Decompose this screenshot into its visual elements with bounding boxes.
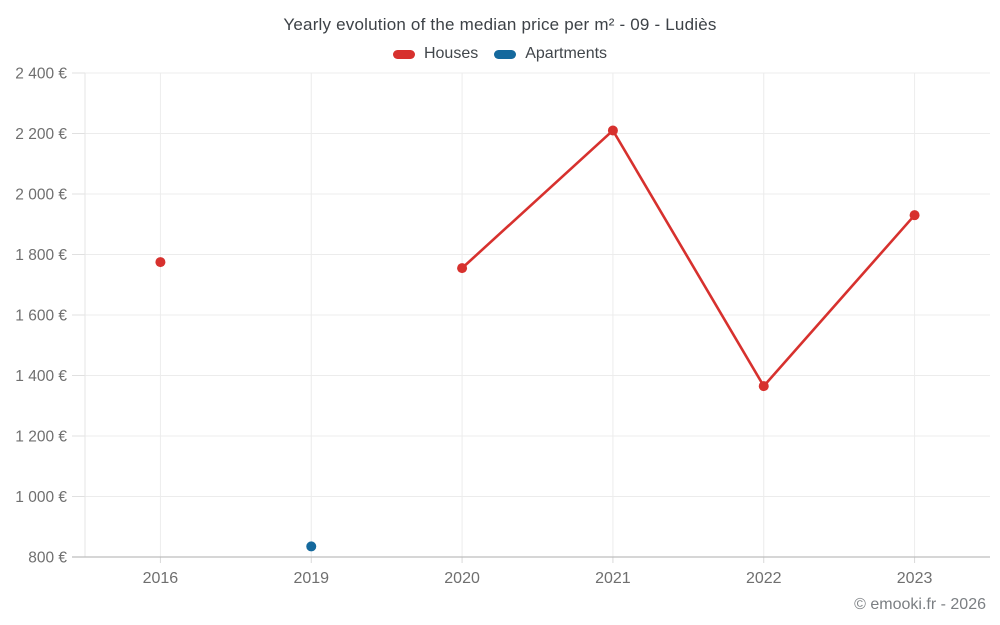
series-line-houses (460, 129, 916, 388)
legend-label: Apartments (525, 45, 608, 62)
chart-legend: Houses Apartments (0, 45, 1000, 63)
y-axis-label: 1 400 € (15, 368, 67, 385)
legend-item-apartments[interactable]: Apartments (494, 45, 607, 63)
x-axis-label: 2021 (595, 570, 631, 587)
y-axis-label: 1 200 € (15, 429, 67, 446)
y-axis-label: 1 800 € (15, 247, 67, 264)
y-axis-label: 1 000 € (15, 489, 67, 506)
data-point-apartments-2019[interactable] (306, 541, 317, 552)
x-axis-label: 2020 (444, 570, 480, 587)
y-axis-label: 2 000 € (15, 187, 67, 204)
legend-label: Houses (423, 45, 479, 62)
footer-credit: © emooki.fr - 2026 (854, 596, 986, 613)
data-point-houses-2022[interactable] (758, 381, 769, 392)
data-point-houses-2020[interactable] (457, 263, 468, 274)
x-axis-label: 2016 (143, 570, 179, 587)
x-axis-label: 2019 (293, 570, 329, 587)
x-axis-label: 2022 (746, 570, 782, 587)
legend-item-houses[interactable]: Houses (392, 45, 479, 63)
y-axis-label: 800 € (28, 550, 67, 567)
chart-title: Yearly evolution of the median price per… (283, 15, 717, 34)
y-axis-label: 1 600 € (15, 308, 67, 325)
data-point-houses-2016[interactable] (155, 257, 166, 268)
y-axis-label: 2 200 € (15, 126, 67, 143)
x-axis-label: 2023 (897, 570, 933, 587)
legend-swatch-houses (392, 49, 415, 59)
data-point-houses-2021[interactable] (607, 125, 618, 136)
y-axis-label: 2 400 € (15, 66, 67, 83)
data-point-houses-2023[interactable] (909, 210, 920, 221)
legend-swatch-apartments (494, 49, 517, 59)
